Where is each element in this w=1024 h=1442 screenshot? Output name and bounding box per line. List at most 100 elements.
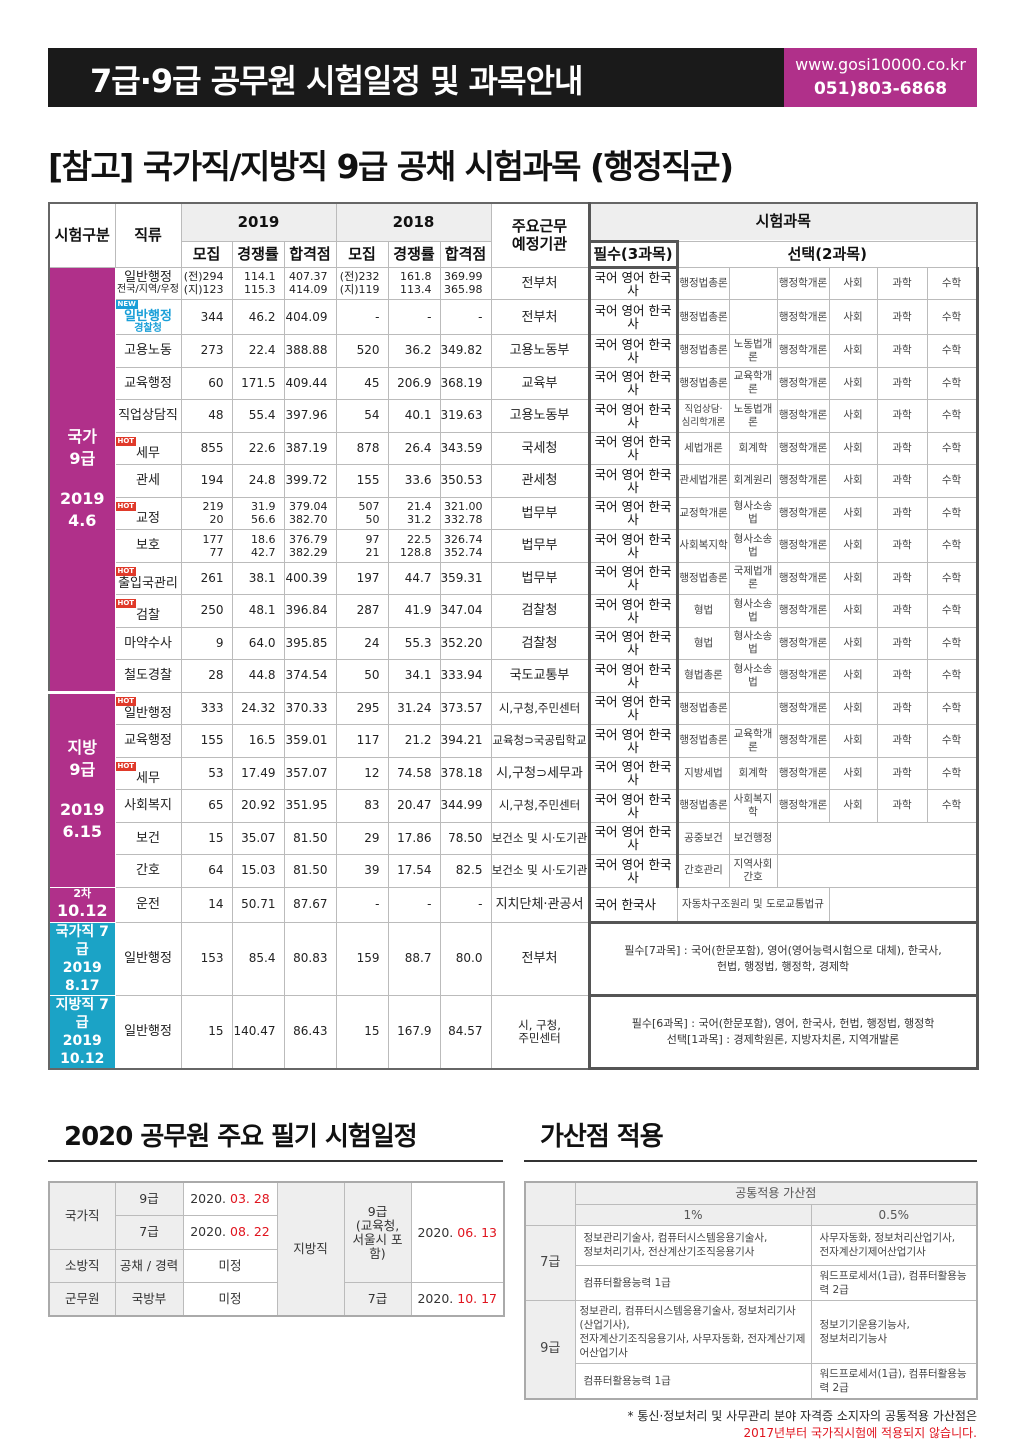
passing-2018: 349.82	[439, 334, 492, 368]
recruit-2018: 15	[335, 994, 389, 1069]
optional-subject: 수학	[926, 756, 979, 790]
cert-cell: 정보관리기술사, 컴퓨터시스템응용기술사, 정보처리기사, 전산계산기조직응용기…	[574, 1224, 812, 1266]
required-subjects: 국어 영어 한국사	[587, 724, 679, 758]
job-cell: 간호	[114, 854, 182, 888]
optional-subject: 직업상담· 심리학개론	[676, 399, 730, 433]
website-link[interactable]: www.gosi10000.co.kr	[795, 55, 966, 74]
competition-2018: 55.3	[387, 626, 441, 660]
page-title: 7급·9급 공무원 시험일정 및 과목안내	[90, 62, 583, 100]
agency-cell: 시,구청⊃세무과	[490, 756, 590, 790]
table-row: 지방직 7급 2019 10.12 일반행정 15 140.47 86.43 15 167.9…	[48, 993, 979, 1070]
optional-subject: 행정학개론	[776, 724, 830, 758]
optional-subject: 형법	[676, 594, 730, 628]
header-job: 직류	[114, 202, 182, 268]
header-recruit-2018: 모집	[335, 240, 389, 268]
optional-subject: 과학	[876, 691, 928, 725]
competition-2019: 50.71	[231, 886, 285, 923]
competition-2019: 46.2	[231, 299, 285, 335]
optional-subject: 간호관리	[676, 854, 730, 888]
optional-subject: 행정법총론	[676, 789, 730, 823]
header-agency: 주요근무 예정기관	[490, 202, 590, 268]
date-year: 2020.	[417, 1224, 458, 1240]
optional-subject: 지역사회간호	[728, 854, 778, 888]
header-passing-2019: 합격점	[283, 240, 337, 268]
passing-2018: 369.99 365.98	[439, 266, 492, 300]
competition-2018: 88.7	[387, 921, 441, 996]
required-subjects: 국어 영어 한국사	[587, 691, 679, 725]
table-row: HOT 교정 219 20 31.9 56.6 379.04 382.70 507 50 2…	[49, 496, 979, 530]
passing-2018: 82.5	[439, 854, 492, 888]
optional-subject: 과학	[876, 529, 928, 563]
recruit-2019: 177 77	[180, 529, 233, 563]
optional-subject: 행정학개론	[776, 691, 830, 725]
optional-subject: 과학	[876, 659, 928, 693]
military-label: 군무원	[48, 1282, 116, 1317]
cert-cell: 정보기기운용기능사, 정보처리기능사	[810, 1299, 978, 1364]
optional-subject: 과학	[876, 299, 928, 335]
job-cell: 일반행정	[114, 994, 182, 1069]
optional-subject: 행정학개론	[776, 594, 830, 628]
empty-cell	[776, 821, 979, 855]
recruit-2019: 261	[180, 561, 233, 595]
date-year: 2020.	[417, 1291, 458, 1306]
optional-subject: 사회	[828, 399, 878, 433]
recruit-2018: 50	[335, 659, 389, 693]
passing-2019: 81.50	[283, 854, 337, 888]
passing-2019: 396.84	[283, 594, 337, 628]
competition-2018: -	[387, 886, 441, 923]
optional-subject: 사회복지학	[676, 529, 730, 563]
competition-2019: 22.4	[231, 334, 285, 368]
recruit-2019: 64	[180, 854, 233, 888]
optional-subject: 행정법총론	[676, 561, 730, 595]
optional-subject: 형법	[676, 626, 730, 660]
optional-subject: 노동법개론	[728, 399, 778, 433]
job-name: 직업상담직	[118, 408, 178, 424]
contact-box: www.gosi10000.co.kr 051)803-6868	[784, 48, 977, 107]
group-label: 지방직 7급	[55, 996, 109, 1031]
agency-cell: 보건소 및 시·도기관	[490, 854, 590, 888]
agency-cell: 검찰청	[490, 626, 590, 660]
job-name: 사회복지	[124, 798, 172, 814]
optional-subject: 행정학개론	[776, 334, 830, 368]
required-subjects: 국어 영어 한국사	[587, 821, 679, 855]
optional-subject	[728, 299, 778, 335]
required-subjects: 국어 영어 한국사	[587, 659, 679, 693]
job-cell: 보호	[114, 529, 182, 563]
required-subjects: 국어 영어 한국사	[587, 431, 679, 465]
recruit-2018: 29	[335, 821, 389, 855]
passing-2019: 376.79 382.29	[283, 529, 337, 563]
group-cell: 2차 10.12	[48, 886, 116, 923]
optional-subject: 과학	[876, 496, 928, 530]
job-subname: 경찰청	[134, 323, 162, 334]
passing-2019: 397.96	[283, 399, 337, 433]
passing-2019: 374.54	[283, 659, 337, 693]
optional-subject: 노동법개론	[728, 334, 778, 368]
table-row: 고용노동 273 22.4 388.88 520 36.2 349.82 고용노동부 국어 영어…	[49, 334, 979, 368]
agency-cell: 지치단체·관공서	[490, 886, 590, 923]
competition-2019: 16.5	[231, 724, 285, 758]
competition-2019: 17.49	[231, 756, 285, 790]
passing-2019: 87.67	[283, 886, 337, 923]
competition-2018: 17.86	[387, 821, 441, 855]
optional-subject: 수학	[926, 724, 979, 758]
optional-subject: 수학	[926, 626, 979, 660]
recruit-2018: -	[335, 886, 389, 923]
job-name: 철도경찰	[124, 668, 172, 684]
passing-2019: 81.50	[283, 821, 337, 855]
agency-cell: 전부처	[490, 299, 590, 335]
cert-cell: 컴퓨터활용능력 1급	[574, 1362, 812, 1399]
optional-subject: 행정학개론	[776, 626, 830, 660]
required-subjects: 국어 영어 한국사	[587, 626, 679, 660]
competition-2018: 167.9	[387, 994, 441, 1069]
bonus-divider	[524, 1160, 977, 1162]
recruit-2019: 9	[180, 626, 233, 660]
optional-subject: 국제법개론	[728, 561, 778, 595]
optional-subject: 관세법개론	[676, 464, 730, 498]
job-cell: 직업상담직	[114, 399, 182, 433]
optional-subject: 사회	[828, 594, 878, 628]
optional-subject: 과학	[876, 334, 928, 368]
optional-subject: 과학	[876, 266, 928, 300]
optional-subject: 행정법총론	[676, 366, 730, 400]
required-subjects: 국어 영어 한국사	[587, 266, 679, 300]
passing-2019: 359.01	[283, 724, 337, 758]
